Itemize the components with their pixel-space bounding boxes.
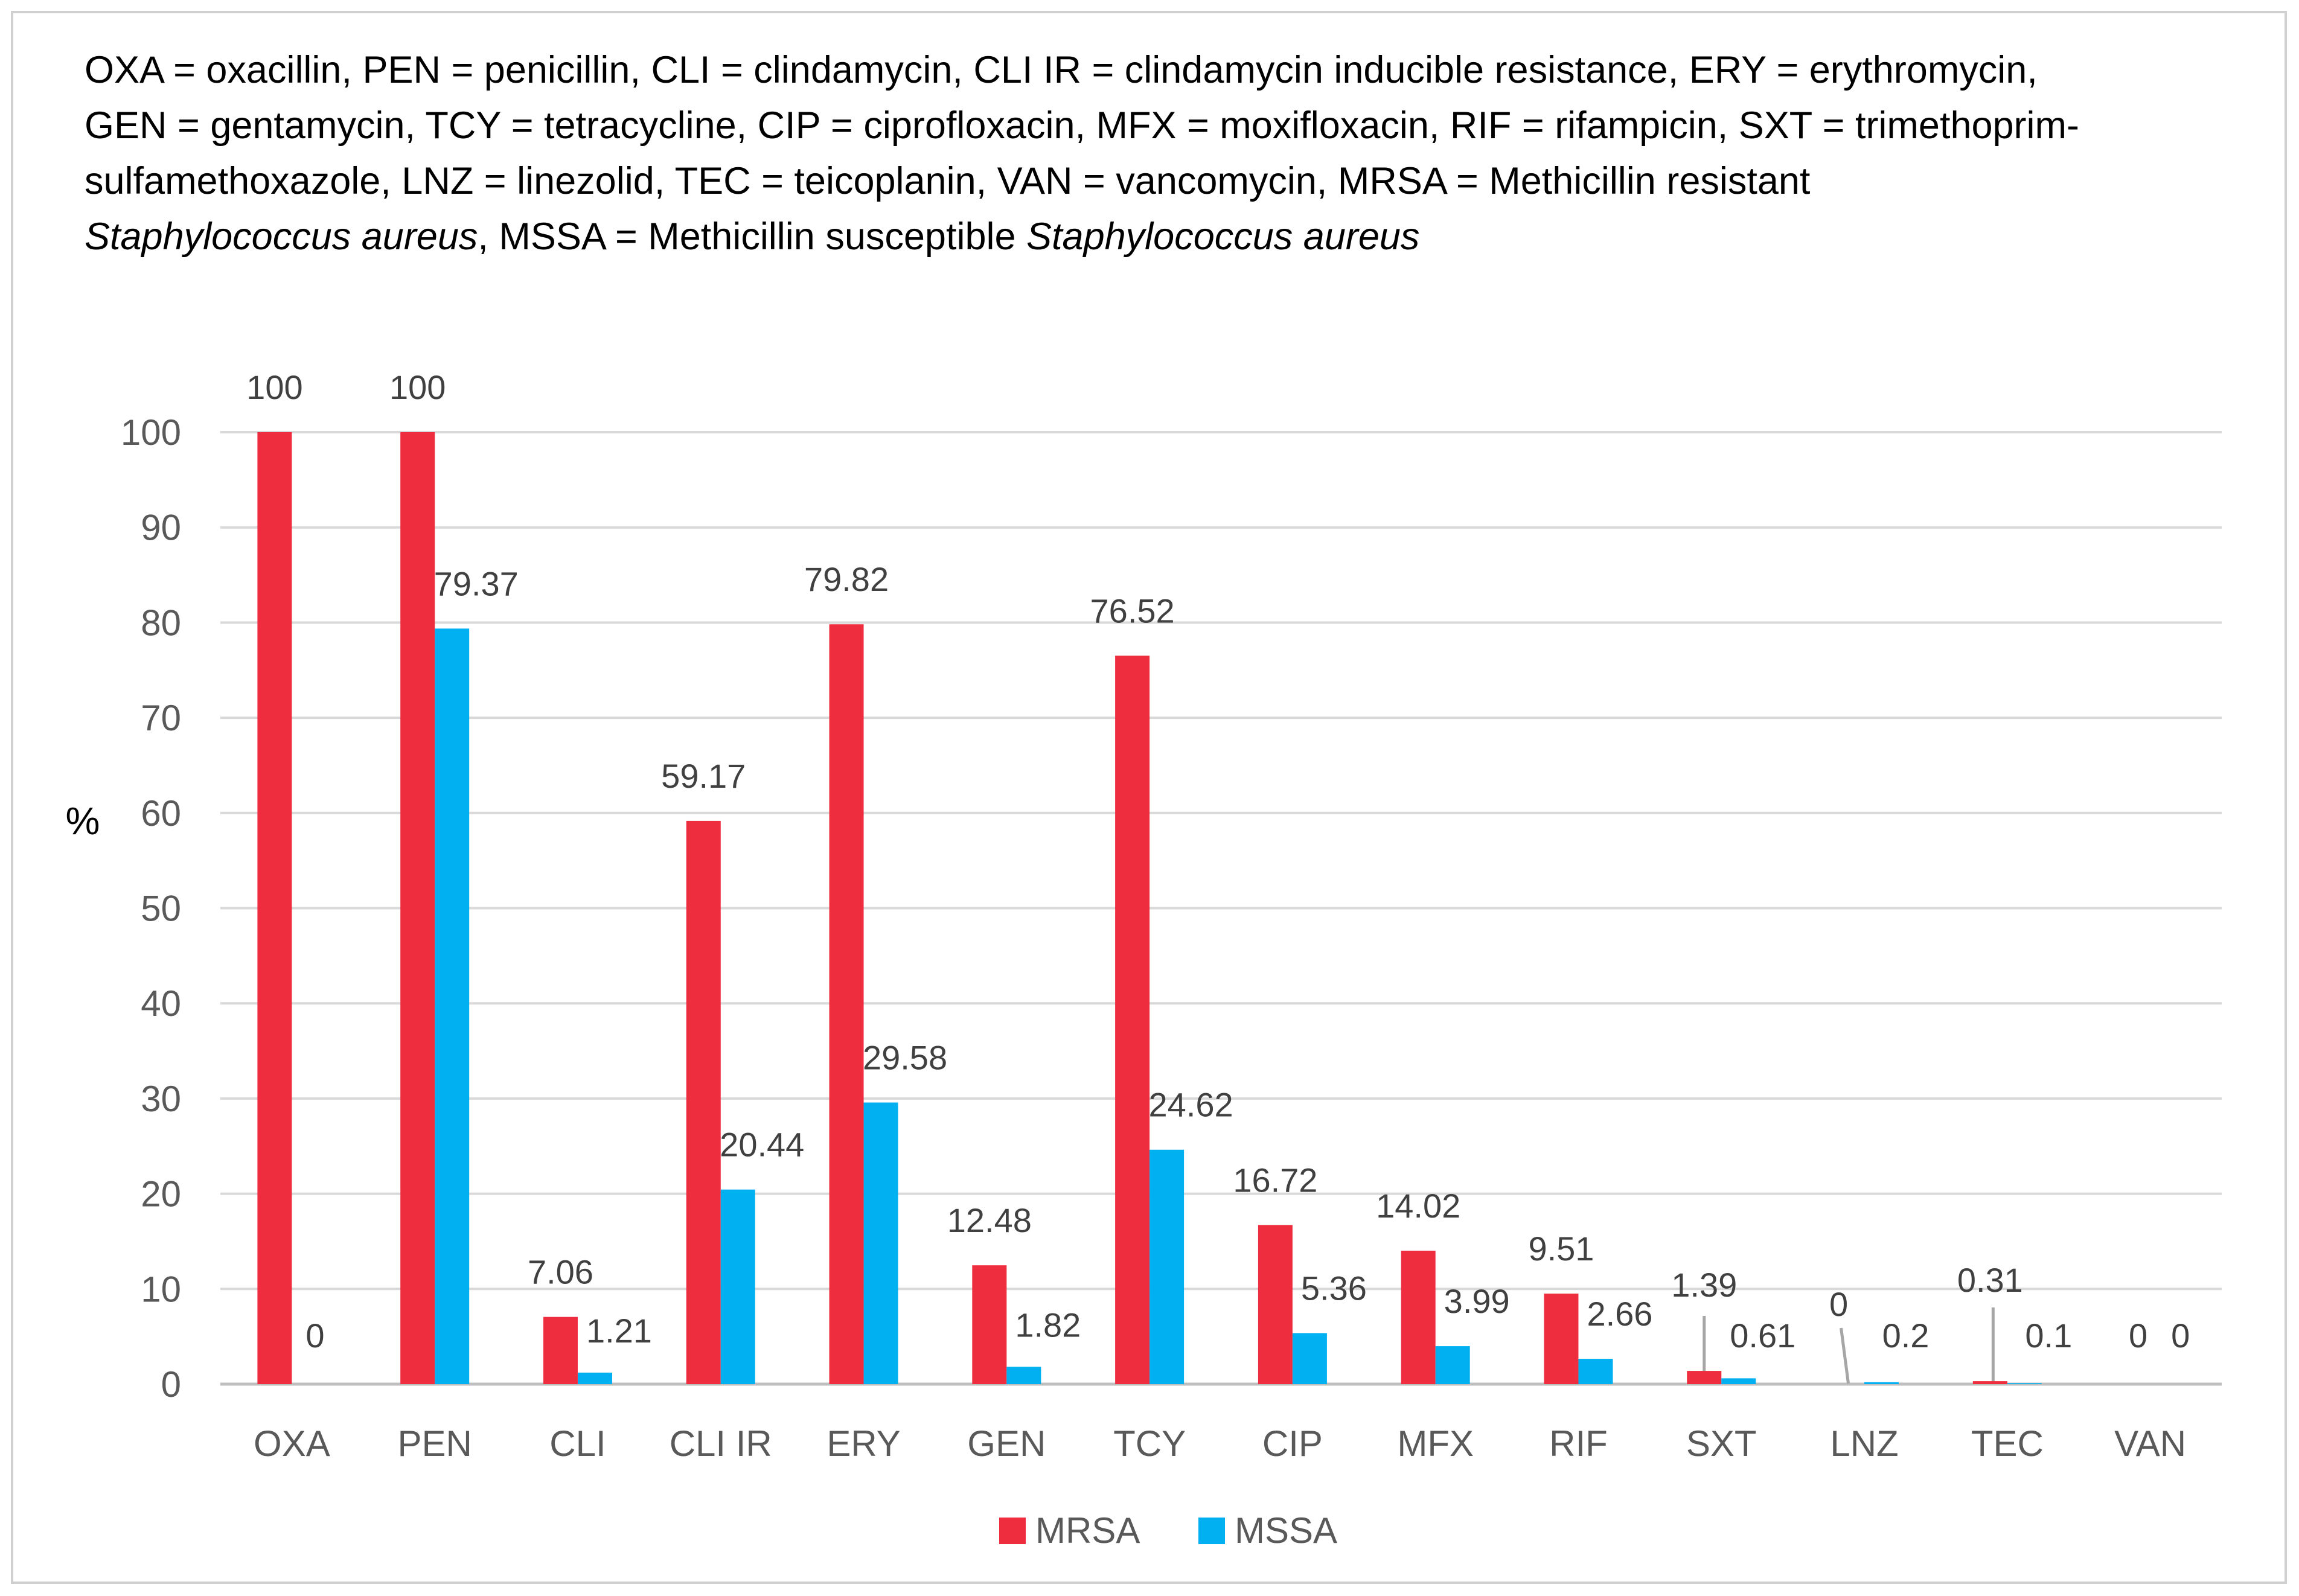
- caption-line-1: OXA = oxacillin, PEN = penicillin, CLI =…: [85, 49, 2038, 91]
- x-tick-label: TCY: [1113, 1423, 1186, 1464]
- y-axis-label: %: [66, 799, 100, 843]
- caption-line-4: Staphylococcus aureus, MSSA = Methicilli…: [85, 209, 2228, 264]
- leader-lines: [1703, 1307, 1995, 1384]
- data-label-mssa: 29.58: [863, 1039, 947, 1077]
- bar-mrsa: [1115, 656, 1150, 1384]
- y-axis-ticks: 0 10 20 30 40 50 60 70 80 90 100: [121, 412, 181, 1405]
- leader-line: [1840, 1327, 1850, 1384]
- x-tick-label: ERY: [827, 1423, 900, 1464]
- data-label-mrsa: 1.39: [1671, 1266, 1737, 1304]
- y-tick-label: 90: [141, 508, 181, 548]
- bar-mssa: [720, 1189, 755, 1384]
- y-tick-label: 80: [141, 602, 181, 643]
- data-label-mssa: 0.2: [1882, 1317, 1930, 1355]
- x-tick-label: CLI: [549, 1423, 606, 1464]
- bars: [257, 432, 2042, 1384]
- data-label-mssa: 3.99: [1444, 1282, 1510, 1320]
- caption-species-2: Staphylococcus aureus: [1026, 215, 1420, 258]
- y-tick-label: 70: [141, 698, 181, 738]
- bar-mssa: [2007, 1383, 2042, 1384]
- data-label-mrsa: 7.06: [528, 1253, 593, 1291]
- bar-mssa: [1292, 1333, 1327, 1384]
- bar-mrsa: [972, 1265, 1007, 1384]
- data-label-mrsa: 76.52: [1090, 592, 1175, 630]
- bar-mssa: [1578, 1359, 1613, 1384]
- bar-mssa: [1006, 1367, 1041, 1384]
- data-label-mrsa: 12.48: [947, 1201, 1032, 1239]
- data-label-mssa: 5.36: [1301, 1269, 1367, 1307]
- caption-species-1: Staphylococcus aureus: [85, 215, 478, 258]
- y-tick-label: 20: [141, 1174, 181, 1215]
- data-label-mssa: 0: [2171, 1317, 2190, 1355]
- legend-swatch-mssa: [1198, 1518, 1225, 1544]
- bar-mssa: [1864, 1382, 1899, 1384]
- x-tick-label: MFX: [1397, 1423, 1474, 1464]
- legend-label-mrsa: MRSA: [1035, 1510, 1140, 1551]
- data-label-mssa: 0.61: [1730, 1317, 1795, 1355]
- data-label-mrsa: 59.17: [661, 757, 746, 795]
- caption-line-3: sulfamethoxazole, LNZ = linezolid, TEC =…: [85, 160, 1811, 202]
- data-label-mssa: 0.1: [2025, 1317, 2072, 1355]
- x-tick-label: VAN: [2114, 1423, 2186, 1464]
- bar-mrsa: [1544, 1294, 1579, 1384]
- x-tick-label: OXA: [254, 1423, 330, 1464]
- y-tick-label: 40: [141, 983, 181, 1024]
- bar-mrsa: [543, 1317, 578, 1384]
- data-labels: 100 0 100 79.37 7.06 1.21 59.17 20.44 79.82 29.58…: [246, 368, 2190, 1355]
- x-tick-label: PEN: [397, 1423, 472, 1464]
- x-tick-label: SXT: [1686, 1423, 1757, 1464]
- data-label-mssa: 0: [305, 1317, 324, 1355]
- data-label-mssa: 79.37: [434, 564, 519, 602]
- abbreviation-caption: OXA = oxacillin, PEN = penicillin, CLI =…: [85, 42, 2228, 264]
- bar-mssa: [1435, 1346, 1470, 1384]
- caption-line-2: GEN = gentamycin, TCY = tetracycline, CI…: [85, 104, 2079, 147]
- data-label-mrsa: 100: [389, 368, 446, 406]
- y-tick-label: 100: [121, 412, 181, 453]
- x-tick-label: CIP: [1262, 1423, 1323, 1464]
- data-label-mssa: 20.44: [720, 1126, 804, 1164]
- data-label-mrsa: 14.02: [1376, 1187, 1460, 1225]
- x-tick-label: RIF: [1549, 1423, 1608, 1464]
- data-label-mrsa: 16.72: [1233, 1161, 1317, 1199]
- bar-mssa: [435, 628, 470, 1384]
- grid-lines: [220, 431, 2222, 1386]
- data-label-mssa: 24.62: [1149, 1086, 1233, 1124]
- y-tick-label: 0: [161, 1364, 181, 1405]
- x-tick-label: GEN: [967, 1423, 1046, 1464]
- x-axis-ticks: OXA PEN CLI CLI IR ERY GEN TCY CIP MFX RIF SXT LNZ T…: [254, 1423, 2186, 1464]
- data-label-mrsa: 0: [2129, 1317, 2147, 1355]
- y-tick-label: 50: [141, 889, 181, 929]
- bar-mssa: [1721, 1378, 1756, 1384]
- bar-mrsa: [1687, 1371, 1722, 1384]
- data-label-mrsa: 0: [1829, 1285, 1848, 1323]
- bar-mrsa: [257, 432, 292, 1384]
- bar-mrsa: [1258, 1225, 1293, 1384]
- bar-mrsa: [400, 432, 435, 1384]
- caption-mid: , MSSA = Methicillin susceptible: [478, 215, 1027, 258]
- data-label-mssa: 1.21: [586, 1312, 652, 1350]
- legend-swatch-mrsa: [999, 1518, 1026, 1544]
- legend: MRSA MSSA: [999, 1510, 1337, 1551]
- x-tick-label: LNZ: [1830, 1423, 1898, 1464]
- data-label-mssa: 2.66: [1587, 1295, 1652, 1333]
- bar-mrsa: [1401, 1250, 1436, 1384]
- data-label-mssa: 1.82: [1015, 1306, 1081, 1344]
- bar-mrsa: [1972, 1381, 2007, 1384]
- bar-mssa: [1150, 1149, 1185, 1384]
- legend-label-mssa: MSSA: [1235, 1510, 1337, 1551]
- y-tick-label: 30: [141, 1079, 181, 1119]
- data-label-mrsa: 0.31: [1957, 1261, 2023, 1299]
- bar-mrsa: [686, 820, 721, 1384]
- data-label-mrsa: 79.82: [804, 560, 889, 598]
- x-tick-label: CLI IR: [670, 1423, 772, 1464]
- data-label-mrsa: 100: [246, 368, 302, 406]
- x-tick-label: TEC: [1971, 1423, 2044, 1464]
- bar-mrsa: [829, 624, 864, 1384]
- y-tick-label: 10: [141, 1269, 181, 1309]
- data-label-mrsa: 9.51: [1528, 1230, 1594, 1268]
- bar-mssa: [863, 1102, 898, 1384]
- bar-mssa: [577, 1372, 612, 1384]
- y-tick-label: 60: [141, 793, 181, 834]
